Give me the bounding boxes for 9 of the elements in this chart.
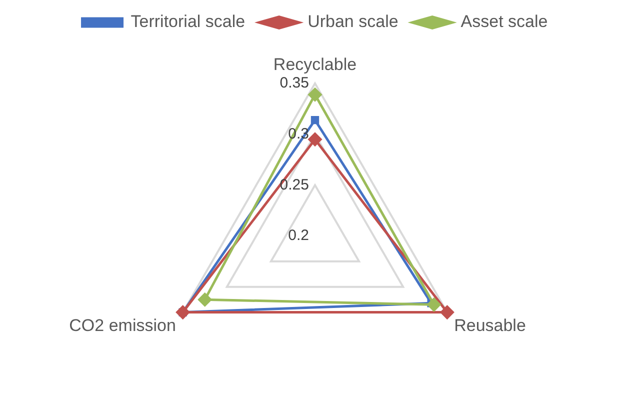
legend-label: Urban scale xyxy=(308,12,398,32)
spoke-label: Recyclable xyxy=(273,54,357,74)
spoke-label: CO2 emission xyxy=(69,316,176,336)
y-tick-label: 0.25 xyxy=(280,176,309,194)
y-tick-label: 0.35 xyxy=(280,74,309,92)
spoke-label: Reusable xyxy=(454,316,526,336)
y-tick-label: 0.2 xyxy=(288,227,309,244)
legend-label: Asset scale xyxy=(460,12,548,32)
legend-label: Territorial scale xyxy=(130,12,246,32)
